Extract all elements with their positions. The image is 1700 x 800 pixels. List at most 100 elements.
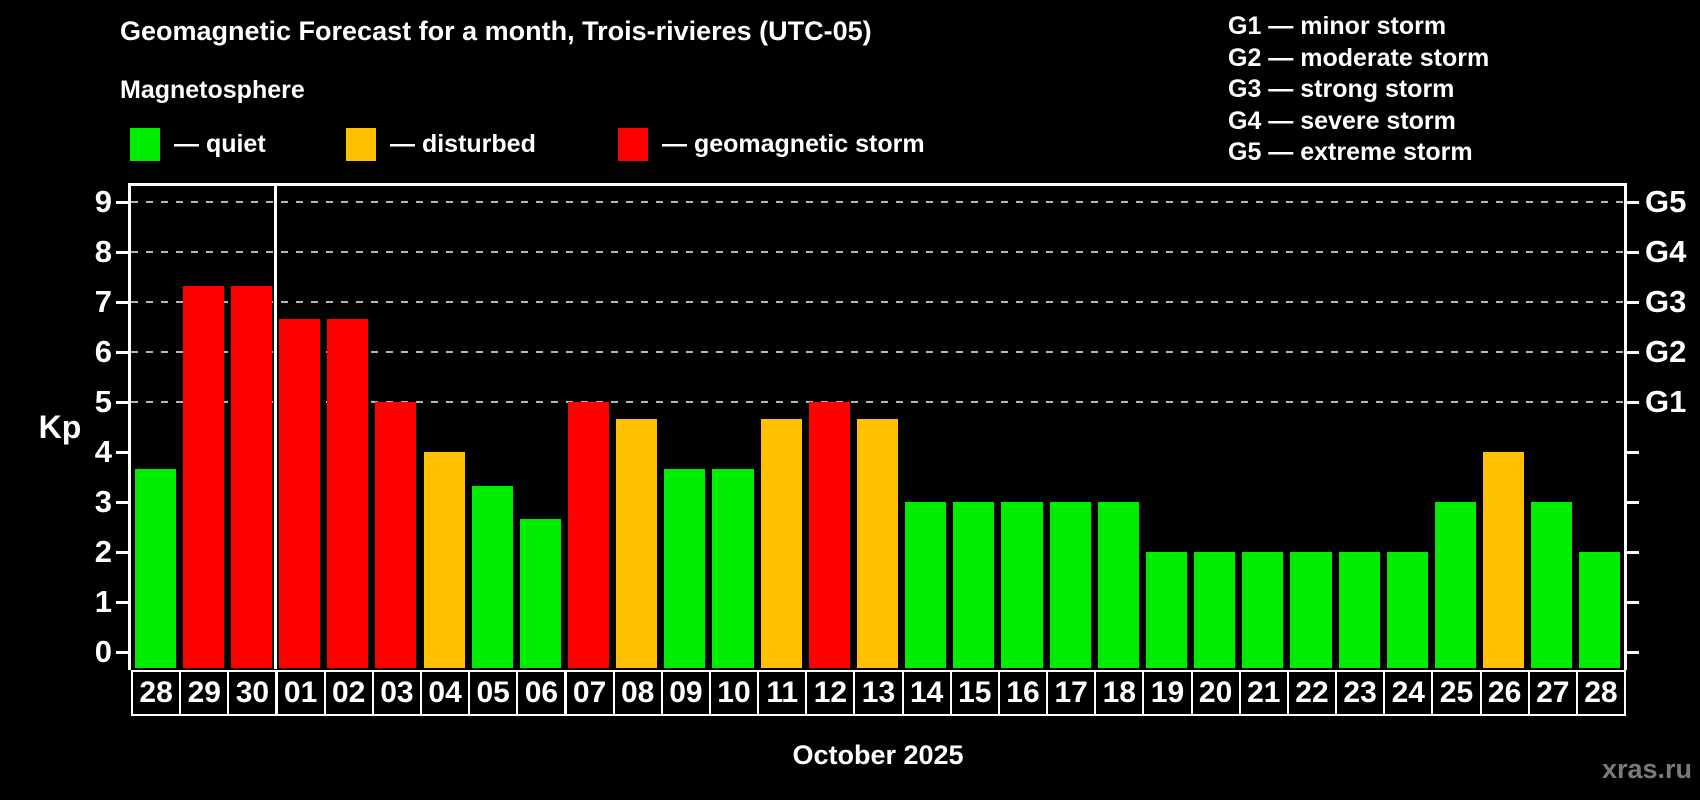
bar-day-27 xyxy=(1531,502,1573,668)
day-label-28-30: 28 xyxy=(1575,670,1626,716)
disturbed-legend-label: — disturbed xyxy=(390,130,536,158)
day-label-07-9: 07 xyxy=(564,670,615,716)
bar-day-10 xyxy=(712,468,754,668)
left-tick-3 xyxy=(116,501,128,504)
right-tick-3 xyxy=(1627,501,1639,504)
day-label-12-14: 12 xyxy=(805,670,856,716)
bar-day-30 xyxy=(230,285,272,668)
bar-day-05 xyxy=(471,485,513,668)
left-tick-7 xyxy=(116,301,128,304)
bar-day-06 xyxy=(519,518,561,668)
gridline-kp-5 xyxy=(131,401,1624,403)
x-axis-title: October 2025 xyxy=(792,740,964,770)
plot-top-border xyxy=(128,183,1627,186)
bar-day-19 xyxy=(1145,552,1188,668)
day-label-19-21: 19 xyxy=(1142,670,1193,716)
day-label-28-0: 28 xyxy=(131,670,182,716)
bar-day-23 xyxy=(1338,552,1380,668)
bar-day-13 xyxy=(856,418,899,668)
bar-day-02 xyxy=(327,318,369,668)
gridline-kp-7 xyxy=(131,301,1624,303)
day-label-09-11: 09 xyxy=(660,670,711,716)
bar-day-09 xyxy=(664,468,706,668)
right-tick-8 xyxy=(1627,251,1639,254)
bar-day-24 xyxy=(1386,552,1428,668)
day-label-21-23: 21 xyxy=(1238,670,1289,716)
day-label-26-28: 26 xyxy=(1479,670,1530,716)
chart-subtitle: Magnetosphere xyxy=(120,76,305,104)
y-tick-label-3: 3 xyxy=(94,484,112,519)
storm-legend-label: — geomagnetic storm xyxy=(662,130,925,158)
g1-legend-line: G1 — minor storm xyxy=(1228,12,1447,40)
g4-legend-line: G4 — severe storm xyxy=(1228,106,1456,135)
bar-day-21 xyxy=(1242,552,1284,668)
day-label-22-24: 22 xyxy=(1286,670,1338,716)
day-label-11-13: 11 xyxy=(757,670,808,716)
chart-title: Geomagnetic Forecast for a month, Trois-… xyxy=(120,16,872,46)
day-label-18-20: 18 xyxy=(1094,670,1145,716)
bar-day-29 xyxy=(182,285,224,668)
day-label-04-6: 04 xyxy=(420,670,471,716)
quiet-legend-swatch xyxy=(130,128,160,161)
bar-day-18 xyxy=(1097,502,1139,668)
right-axis-line xyxy=(1624,183,1627,670)
day-label-01-3: 01 xyxy=(275,670,326,716)
right-tick-5 xyxy=(1627,401,1639,404)
day-label-20-22: 20 xyxy=(1190,670,1241,716)
g-axis-label-g3: G3 xyxy=(1645,284,1687,319)
y-tick-label-4: 4 xyxy=(94,434,112,469)
disturbed-legend-swatch xyxy=(346,128,376,161)
day-label-15-17: 15 xyxy=(949,670,1000,716)
gridline-kp-8 xyxy=(131,251,1624,253)
storm-legend-swatch xyxy=(618,128,648,161)
g-axis-label-g5: G5 xyxy=(1645,184,1687,219)
right-tick-7 xyxy=(1627,301,1639,304)
g-scale-legend: G1 — minor storm G2 — moderate storm G3 … xyxy=(1228,11,1489,169)
y-tick-label-6: 6 xyxy=(94,334,112,369)
day-label-29-1: 29 xyxy=(179,670,230,716)
bar-day-16 xyxy=(1001,502,1043,668)
month-separator-line xyxy=(274,183,277,669)
g3-legend-line: G3 — strong storm xyxy=(1228,75,1455,103)
left-tick-9 xyxy=(116,201,128,204)
right-tick-4 xyxy=(1627,451,1639,454)
bar-day-11 xyxy=(760,418,802,668)
day-label-03-5: 03 xyxy=(371,670,422,716)
right-tick-2 xyxy=(1627,551,1639,554)
left-tick-6 xyxy=(116,351,128,354)
bar-day-07 xyxy=(568,402,610,668)
bar-day-17 xyxy=(1049,502,1091,668)
y-tick-label-2: 2 xyxy=(94,534,112,569)
bar-day-04 xyxy=(423,452,465,668)
day-label-30-2: 30 xyxy=(227,670,278,716)
bar-day-20 xyxy=(1194,552,1236,668)
g-axis-label-g2: G2 xyxy=(1645,334,1687,369)
bar-day-01 xyxy=(279,318,321,668)
bar-day-12 xyxy=(808,402,850,668)
bar-day-28 xyxy=(134,468,176,668)
y-tick-label-1: 1 xyxy=(94,584,112,619)
bar-day-14 xyxy=(905,502,947,668)
y-tick-label-5: 5 xyxy=(94,384,112,419)
day-label-16-18: 16 xyxy=(997,670,1049,716)
day-label-02-4: 02 xyxy=(323,670,374,716)
left-tick-5 xyxy=(116,401,128,404)
g2-legend-line: G2 — moderate storm xyxy=(1228,43,1490,72)
day-label-23-25: 23 xyxy=(1335,670,1386,716)
bar-day-03 xyxy=(375,402,417,668)
bar-day-28 xyxy=(1579,552,1621,668)
day-label-06-8: 06 xyxy=(516,670,567,716)
bar-day-25 xyxy=(1434,502,1477,668)
right-tick-6 xyxy=(1627,351,1639,354)
g-axis-label-g1: G1 xyxy=(1645,384,1687,419)
day-label-05-7: 05 xyxy=(468,670,519,716)
left-tick-0 xyxy=(116,651,128,654)
left-tick-2 xyxy=(116,551,128,554)
bar-day-08 xyxy=(616,418,658,668)
day-label-25-27: 25 xyxy=(1431,670,1482,716)
left-axis-line xyxy=(128,183,131,670)
right-tick-0 xyxy=(1627,651,1639,654)
y-tick-label-7: 7 xyxy=(94,284,112,319)
